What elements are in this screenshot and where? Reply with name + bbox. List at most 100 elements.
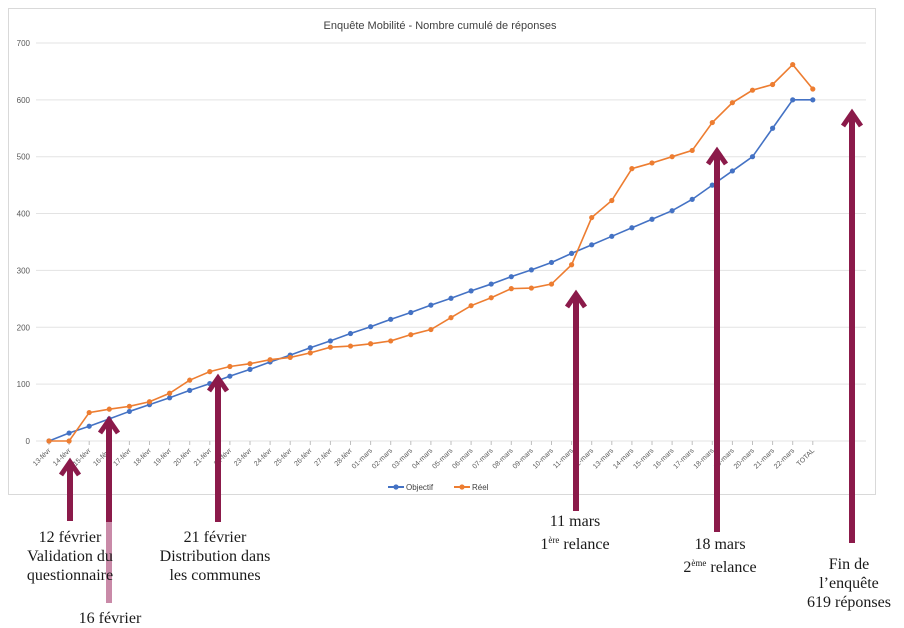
data-point — [227, 363, 233, 370]
data-point — [508, 286, 514, 292]
annotation-line: Fin de — [828, 556, 870, 573]
data-point — [448, 315, 454, 321]
x-tick-label: 18-févr — [133, 447, 154, 468]
chart-area — [8, 8, 876, 495]
data-point — [388, 338, 394, 344]
x-tick-label: 18-mars — [693, 447, 716, 470]
y-tick-label: 500 — [17, 153, 31, 162]
y-tick-label: 300 — [17, 266, 31, 275]
x-tick-label: 05-mars — [431, 447, 454, 470]
data-point — [508, 274, 514, 280]
data-point — [569, 262, 575, 268]
data-point — [408, 309, 414, 316]
legend-label: Objectif — [406, 483, 434, 492]
legend-swatch — [393, 484, 399, 490]
x-tick-label: 02-mars — [371, 447, 394, 470]
annotation-arrow-head — [564, 289, 588, 309]
data-point — [528, 267, 535, 273]
data-point — [46, 438, 52, 444]
chart-title: Enquête Mobilité - Nombre cumulé de répo… — [324, 20, 557, 32]
x-tick-label: 10-mars — [532, 447, 555, 470]
data-point — [810, 86, 816, 92]
data-point — [428, 302, 434, 308]
x-tick-label: 25-févr — [273, 447, 294, 468]
annotation-line: 619 réponses — [807, 594, 891, 611]
data-point — [749, 154, 756, 160]
x-tick-label: 09-mars — [512, 447, 535, 470]
x-tick-label: 20-mars — [733, 447, 756, 470]
annotation-arrow-head — [705, 146, 729, 166]
annotation-arrow-head — [840, 108, 864, 128]
x-tick-label: 04-mars — [411, 447, 434, 470]
data-point — [388, 316, 394, 322]
annotation-line: les communes — [169, 567, 261, 584]
data-point — [106, 406, 112, 412]
data-point — [167, 390, 173, 396]
data-point — [629, 225, 635, 231]
data-point — [548, 281, 555, 287]
data-point — [307, 345, 313, 351]
annotation-21-fevrier: 21 février Distribution dans les commune… — [140, 528, 290, 585]
x-tick-label: 26-févr — [293, 447, 314, 468]
x-tick-label: 20-févr — [173, 447, 194, 468]
data-point — [267, 357, 273, 363]
x-tick-label: 21-févr — [193, 447, 214, 468]
data-point — [408, 332, 414, 338]
data-point — [86, 423, 92, 429]
annotation-18-mars: 18 mars 2ème relance — [655, 535, 785, 577]
data-point — [689, 196, 695, 202]
data-point — [207, 369, 213, 375]
data-point — [569, 250, 575, 256]
data-point — [167, 395, 173, 401]
annotation-sup: ère — [548, 535, 560, 545]
x-tick-label: 24-févr — [253, 447, 274, 468]
x-tick-label: 15-févr — [72, 447, 93, 468]
annotation-line: 1ère relance — [510, 531, 640, 554]
annotation-line: 18 mars — [694, 536, 746, 553]
annotation-fin-enquete: Fin de l’enquête 619 réponses — [794, 555, 904, 612]
data-point — [609, 233, 615, 239]
x-tick-label: 06-mars — [451, 447, 474, 470]
annotation-12-fevrier: 12 février Validation du questionnaire — [10, 528, 130, 585]
annotation-line: Validation du — [27, 548, 113, 565]
x-tick-label: 22-mars — [773, 447, 796, 470]
data-point — [247, 361, 253, 367]
data-point — [548, 259, 555, 266]
x-tick-label: 13-févr — [32, 447, 53, 468]
data-point — [468, 288, 474, 294]
data-point — [126, 403, 132, 409]
data-point — [669, 208, 675, 214]
x-tick-label: 23-févr — [233, 447, 254, 468]
x-tick-label: 17-mars — [673, 447, 696, 470]
data-point — [448, 295, 454, 301]
data-point — [66, 438, 72, 444]
data-point — [428, 326, 434, 333]
data-point — [669, 154, 675, 160]
x-tick-label: 27-févr — [313, 447, 334, 468]
data-point — [368, 324, 374, 330]
data-point — [247, 366, 253, 372]
data-point — [126, 408, 132, 415]
data-point — [488, 295, 494, 301]
data-point — [146, 399, 153, 405]
data-point — [649, 160, 655, 166]
data-point — [468, 303, 474, 309]
annotation-line: l’enquête — [819, 575, 879, 592]
x-tick-label: 13-mars — [592, 447, 615, 470]
x-tick-label: 01-mars — [351, 447, 374, 470]
x-tick-label: 17-févr — [112, 447, 133, 468]
data-point — [86, 409, 92, 416]
annotation-line: 21 février — [183, 529, 247, 546]
data-point — [609, 197, 615, 204]
data-point — [347, 330, 354, 337]
x-tick-label: 08-mars — [492, 447, 515, 470]
y-tick-label: 400 — [17, 210, 31, 219]
data-point — [649, 216, 655, 222]
data-point — [488, 281, 494, 287]
data-point — [589, 214, 595, 221]
x-tick-label: 07-mars — [472, 447, 495, 470]
legend-label: Réel — [472, 483, 489, 492]
y-tick-label: 200 — [17, 323, 31, 332]
y-tick-label: 0 — [26, 437, 31, 446]
